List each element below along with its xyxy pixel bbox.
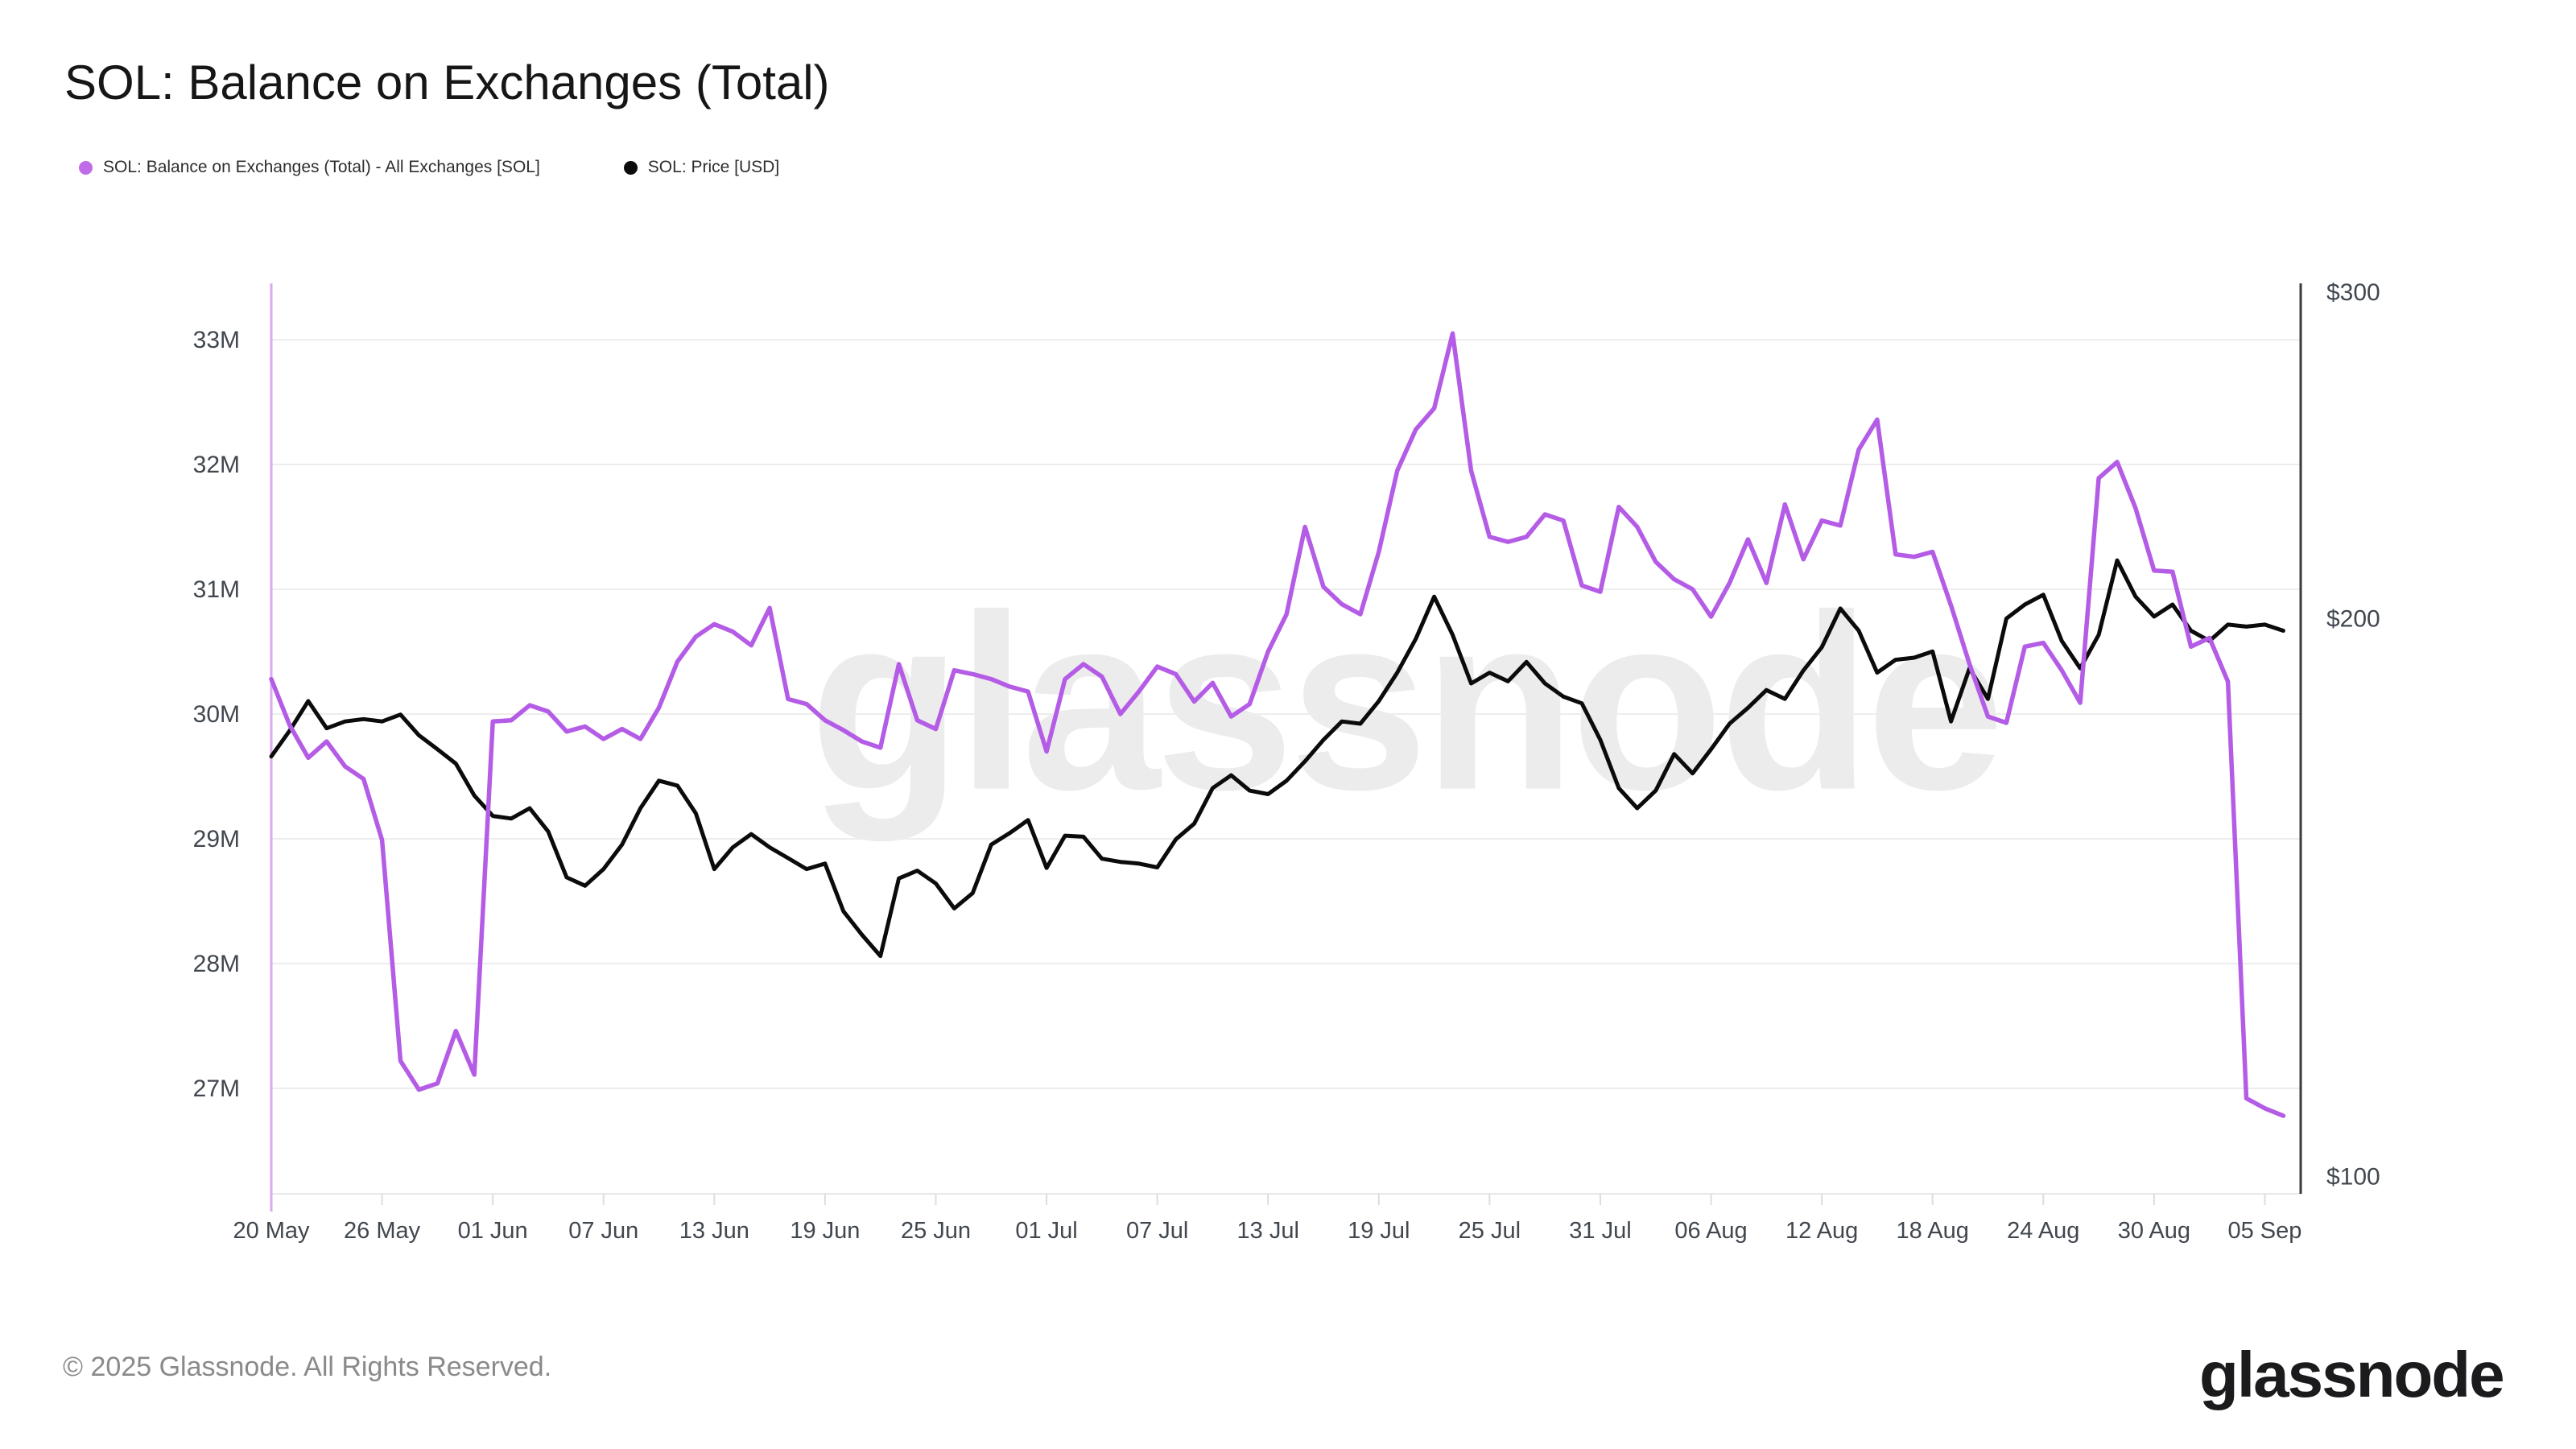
x-axis-tick-label: 18 Aug <box>1897 1218 1969 1244</box>
x-axis-tick-label: 19 Jun <box>790 1218 860 1244</box>
balance-series-dot-icon <box>79 160 93 175</box>
x-axis-tick-label: 25 Jun <box>901 1218 971 1244</box>
x-axis-tick-label: 25 Jul <box>1459 1218 1521 1244</box>
glassnode-watermark: glassnode <box>809 562 2004 842</box>
page-title: SOL: Balance on Exchanges (Total) <box>64 56 830 109</box>
x-axis-tick-label: 13 Jul <box>1237 1218 1299 1244</box>
x-axis-tick-label: 07 Jul <box>1126 1218 1188 1244</box>
x-axis-tick-label: 20 May <box>233 1218 310 1244</box>
x-axis-tick-label: 07 Jun <box>568 1218 638 1244</box>
x-axis-tick-label: 12 Aug <box>1785 1218 1858 1244</box>
x-axis-tick-label: 06 Aug <box>1674 1218 1747 1244</box>
right-axis-tick-label: $300 <box>2326 279 2380 306</box>
legend-item-price[interactable]: SOL: Price [USD] <box>623 158 780 177</box>
x-axis-tick-label: 19 Jul <box>1348 1218 1410 1244</box>
left-axis-tick-label: 27M <box>193 1075 240 1102</box>
x-axis-tick-label: 24 Aug <box>2007 1218 2079 1244</box>
x-axis-tick-label: 01 Jun <box>458 1218 528 1244</box>
balance-line-series[interactable] <box>269 331 2286 1118</box>
legend-item-label: SOL: Balance on Exchanges (Total) - All … <box>103 158 540 176</box>
x-axis-tick-label: 31 Jul <box>1569 1218 1631 1244</box>
copyright-text: © 2025 Glassnode. All Rights Reserved. <box>63 1352 552 1382</box>
x-axis-tick-label: 30 Aug <box>2118 1218 2190 1244</box>
legend-item-balance[interactable]: SOL: Balance on Exchanges (Total) - All … <box>79 158 540 177</box>
glassnode-logo: glassnode <box>2199 1339 2505 1410</box>
left-axis-tick-label: 30M <box>193 701 240 728</box>
left-axis-tick-label: 33M <box>193 327 240 353</box>
price-series-dot-icon <box>623 160 638 175</box>
x-axis-tick-label: 05 Sep <box>2227 1218 2301 1244</box>
right-axis-tick-label: $100 <box>2326 1163 2380 1190</box>
left-axis-tick-label: 32M <box>193 452 240 478</box>
right-axis-tick-label: $200 <box>2326 605 2380 632</box>
x-axis-tick-label: 01 Jul <box>1015 1218 1077 1244</box>
x-axis-tick-label: 26 May <box>344 1218 421 1244</box>
legend: SOL: Balance on Exchanges (Total) - All … <box>79 158 863 177</box>
left-axis-tick-label: 28M <box>193 951 240 977</box>
left-axis-tick-label: 29M <box>193 826 240 852</box>
x-axis-tick-label: 13 Jun <box>679 1218 749 1244</box>
legend-item-label: SOL: Price [USD] <box>647 158 780 176</box>
left-axis-tick-label: 31M <box>193 576 240 603</box>
price-line-series[interactable] <box>269 558 2285 959</box>
